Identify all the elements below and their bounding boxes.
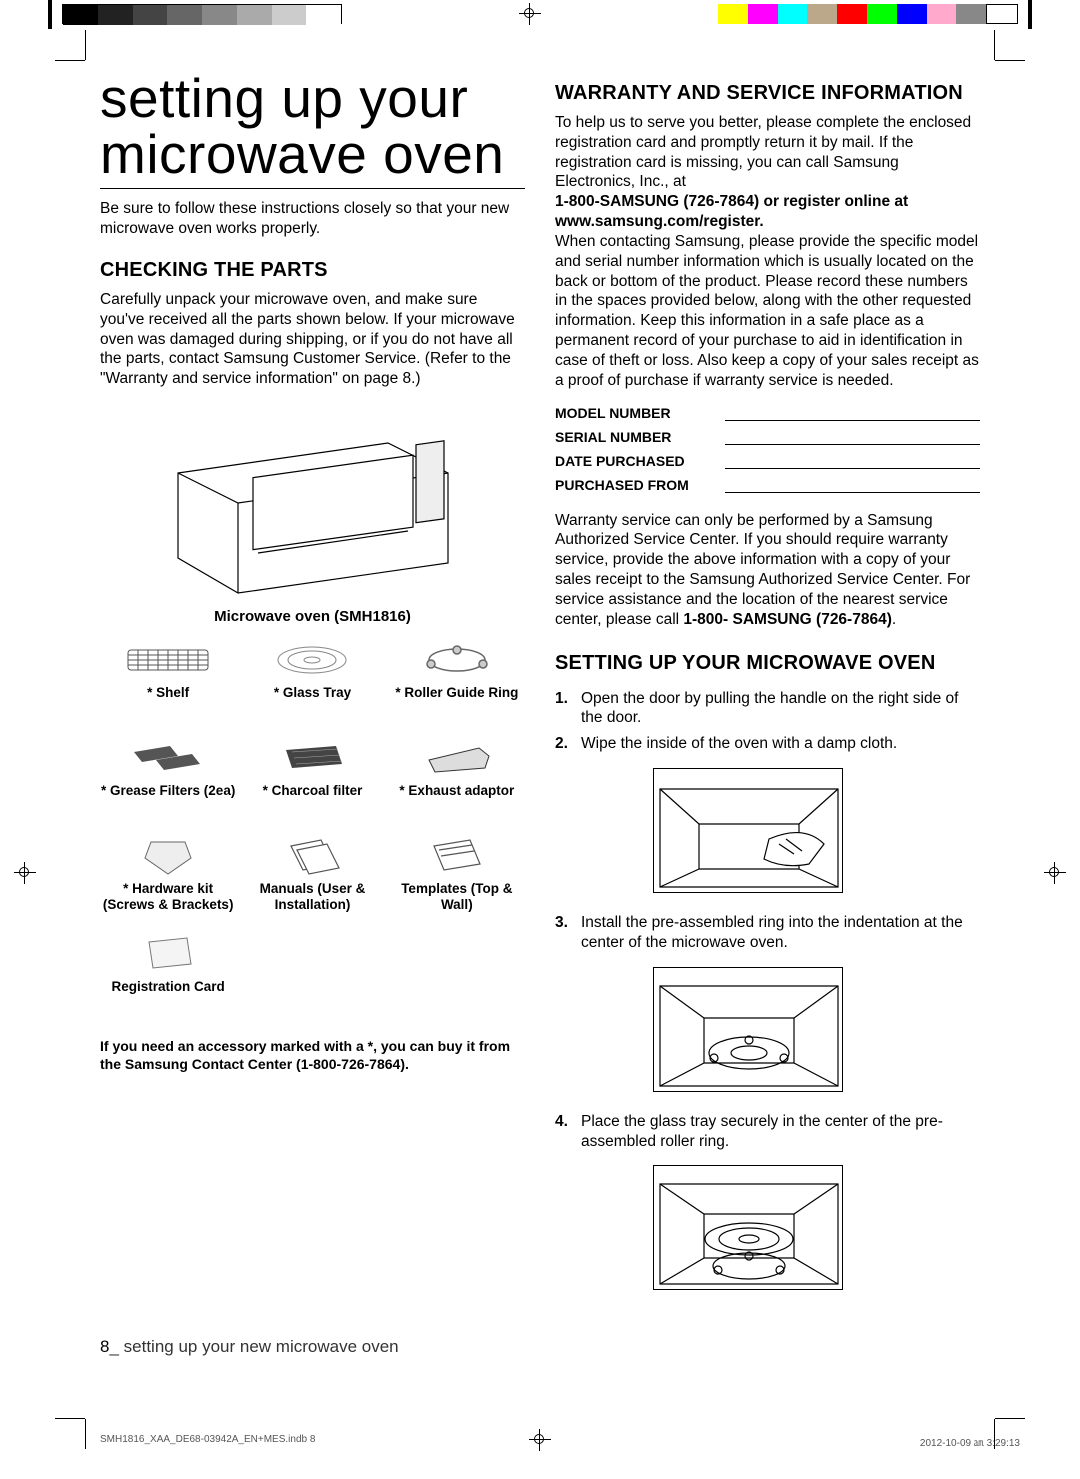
page-title: setting up your microwave oven <box>100 70 525 182</box>
step-4: 4.Place the glass tray securely in the c… <box>555 1112 980 1152</box>
part-templates: Templates (Top & Wall) <box>389 833 525 925</box>
step-1: 1.Open the door by pulling the handle on… <box>555 689 980 729</box>
step-3-illustration <box>653 967 843 1092</box>
setup-steps: 1.Open the door by pulling the handle on… <box>555 689 980 760</box>
warranty-p1: To help us to serve you better, please c… <box>555 113 980 192</box>
print-file: SMH1816_XAA_DE68-03942A_EN+MES.indb 8 <box>100 1434 315 1449</box>
field-date: DATE PURCHASED <box>555 453 725 469</box>
warranty-fields: MODEL NUMBER SERIAL NUMBER DATE PURCHASE… <box>555 405 980 501</box>
part-hardware-kit: * Hardware kit (Screws & Brackets) <box>100 833 236 925</box>
left-column: setting up your microwave oven Be sure t… <box>100 70 525 1319</box>
print-timestamp: 2012-10-09 ㏂ 3:29:13 <box>920 1434 1020 1449</box>
intro-text: Be sure to follow these instructions clo… <box>100 199 525 239</box>
field-from-line[interactable] <box>725 479 980 493</box>
right-column: WARRANTY AND SERVICE INFORMATION To help… <box>555 70 980 1319</box>
checking-heading: CHECKING THE PARTS <box>100 259 525 282</box>
field-date-line[interactable] <box>725 455 980 469</box>
checking-body: Carefully unpack your microwave oven, an… <box>100 290 525 389</box>
parts-grid: * Shelf * Glass Tray * Roller Guide Ring… <box>100 637 525 1023</box>
setup-steps-2: 3.Install the pre-assembled ring into th… <box>555 913 980 959</box>
step-2-illustration <box>653 768 843 893</box>
field-serial-line[interactable] <box>725 431 980 445</box>
page-content: setting up your microwave oven Be sure t… <box>100 70 980 1319</box>
microwave-illustration <box>158 403 468 598</box>
footer-label: _ setting up your new microwave oven <box>109 1337 398 1356</box>
microwave-caption: Microwave oven (SMH1816) <box>100 608 525 625</box>
warranty-phone: 1-800-SAMSUNG (726-7864) or register onl… <box>555 192 980 232</box>
setup-heading: SETTING UP YOUR MICROWAVE OVEN <box>555 652 980 675</box>
field-serial: SERIAL NUMBER <box>555 429 725 445</box>
warranty-heading: WARRANTY AND SERVICE INFORMATION <box>555 82 980 105</box>
step-3: 3.Install the pre-assembled ring into th… <box>555 913 980 953</box>
part-exhaust-adaptor: * Exhaust adaptor <box>389 735 525 827</box>
warranty-p2: When contacting Samsung, please provide … <box>555 232 980 391</box>
part-grease-filters: * Grease Filters (2ea) <box>100 735 236 827</box>
accessory-note: If you need an accessory marked with a *… <box>100 1037 525 1073</box>
title-rule <box>100 188 525 189</box>
part-shelf: * Shelf <box>100 637 236 729</box>
field-model-line[interactable] <box>725 407 980 421</box>
setup-steps-3: 4.Place the glass tray securely in the c… <box>555 1112 980 1158</box>
page-footer: 8_ setting up your new microwave oven <box>100 1337 399 1357</box>
part-roller-ring: * Roller Guide Ring <box>389 637 525 729</box>
field-from: PURCHASED FROM <box>555 477 725 493</box>
print-colorbar <box>48 2 1032 26</box>
part-glass-tray: * Glass Tray <box>244 637 380 729</box>
part-charcoal-filter: * Charcoal filter <box>244 735 380 827</box>
step-4-illustration <box>653 1165 843 1290</box>
registration-mark-left <box>14 862 36 884</box>
print-footer: SMH1816_XAA_DE68-03942A_EN+MES.indb 8 20… <box>100 1434 1020 1449</box>
step-2: 2.Wipe the inside of the oven with a dam… <box>555 734 980 754</box>
warranty-p3: Warranty service can only be performed b… <box>555 511 980 630</box>
part-registration-card: Registration Card <box>100 931 236 1023</box>
part-manuals: Manuals (User & Installation) <box>244 833 380 925</box>
registration-mark-right <box>1044 862 1066 884</box>
field-model: MODEL NUMBER <box>555 405 725 421</box>
